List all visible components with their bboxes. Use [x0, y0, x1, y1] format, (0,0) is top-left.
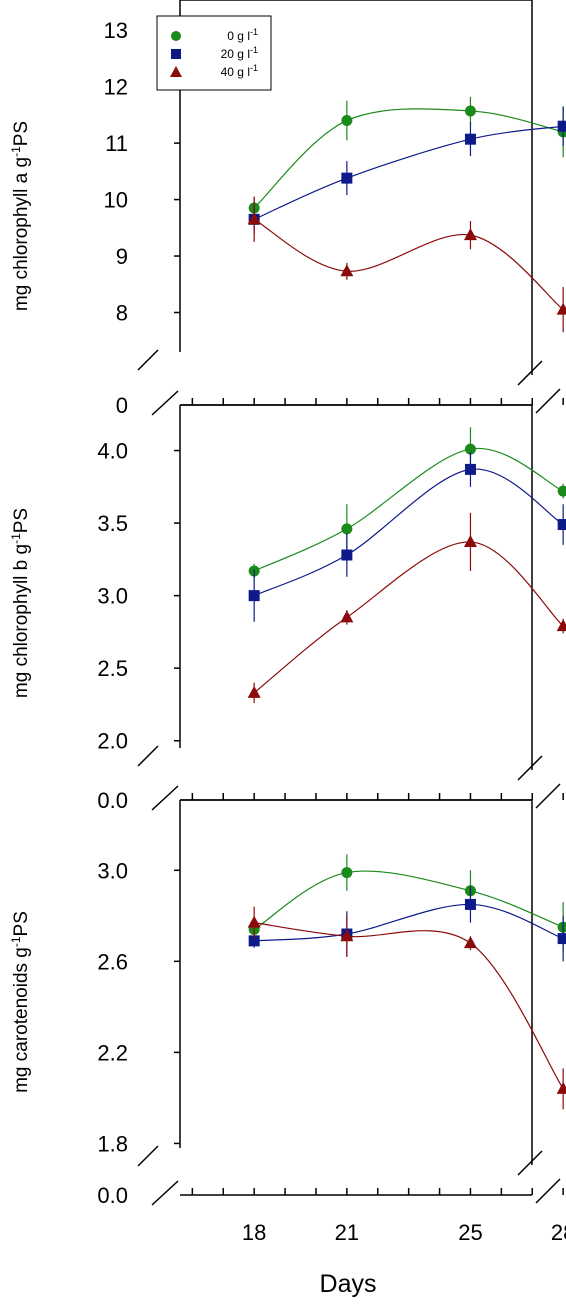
- axis-break-mark: [151, 390, 179, 416]
- series-line-s20: [253, 125, 564, 220]
- series-line-s20: [254, 903, 564, 942]
- data-point-triangle: [340, 610, 354, 623]
- y-tick-label: 2.0: [97, 729, 128, 754]
- legend-marker-triangle: [170, 66, 182, 77]
- data-point-square: [464, 133, 476, 145]
- data-point-circle: [341, 115, 353, 127]
- data-point-triangle: [247, 915, 261, 928]
- x-tick-label: 21: [335, 1220, 359, 1245]
- data-point-triangle: [340, 929, 354, 942]
- axis-break-mark: [535, 1178, 561, 1204]
- y-tick-label: 8: [116, 300, 128, 325]
- series-line-s40: [253, 541, 564, 694]
- legend-label: 40 g l-1: [221, 63, 258, 79]
- y-tick-label: 1.8: [97, 1131, 128, 1156]
- data-point-square: [557, 519, 566, 531]
- data-point-square: [341, 549, 353, 561]
- y-tick-label: 11: [105, 131, 128, 156]
- axis-break-mark: [137, 745, 159, 767]
- legend-label: 20 g l-1: [221, 45, 258, 61]
- data-point-square: [464, 898, 476, 910]
- data-point-triangle: [463, 228, 477, 241]
- series-line-s40: [254, 922, 564, 1090]
- y-zero-label: 0.0: [97, 788, 128, 813]
- y-axis-title: mg chlorophyll b g-1PS: [9, 508, 32, 698]
- data-point-triangle: [340, 264, 354, 277]
- legend-marker-circle: [171, 31, 181, 41]
- series-line-s0: [253, 447, 564, 572]
- series-line-s40: [253, 218, 564, 311]
- y-tick-label: 9: [116, 244, 128, 269]
- data-point-circle: [464, 105, 476, 117]
- panel-1: 8 9 10 11 12 13 0 mg chlorophyll a g-1PS: [9, 0, 566, 418]
- data-point-square: [341, 172, 353, 184]
- legend: 0 g l-1 20 g l-1 40 g l-1: [156, 15, 272, 91]
- y-axis-title: mg carotenoids g-1PS: [9, 911, 32, 1093]
- x-tick-label: 28: [551, 1220, 566, 1245]
- axis-break-mark: [137, 1145, 159, 1167]
- axis-break-mark: [151, 1180, 179, 1206]
- y-zero-label: 0.0: [97, 1183, 128, 1208]
- series-line-s20: [253, 468, 564, 597]
- series-line-s0: [253, 108, 564, 209]
- panel-3: 1.8 2.2 2.6 3.0 0.0 mg carotenoids g-1PS: [9, 799, 566, 1208]
- data-point-square: [248, 590, 260, 602]
- axis-break-mark: [535, 388, 561, 414]
- data-point-circle: [341, 867, 353, 879]
- y-tick-label: 3.0: [97, 584, 128, 609]
- x-tick-label: 18: [242, 1220, 266, 1245]
- y-axis-title: mg chlorophyll a g-1PS: [9, 121, 32, 311]
- y-tick-label: 13: [104, 18, 128, 43]
- data-point-triangle: [556, 302, 566, 315]
- axis-break-mark: [517, 755, 543, 781]
- axis-break-mark: [535, 783, 561, 809]
- axis-break-mark: [151, 785, 179, 811]
- data-point-circle: [557, 485, 566, 497]
- data-point-square: [248, 935, 260, 947]
- legend-label: 0 g l-1: [227, 27, 258, 43]
- y-tick-label: 3.5: [97, 511, 128, 536]
- data-point-triangle: [556, 619, 566, 632]
- data-point-circle: [557, 921, 566, 933]
- y-tick-label: 2.6: [97, 949, 128, 974]
- axis-break-mark: [517, 360, 543, 386]
- y-tick-label: 12: [104, 75, 128, 100]
- y-zero-label: 0: [116, 393, 128, 418]
- data-point-square: [464, 463, 476, 475]
- data-point-triangle: [463, 534, 477, 547]
- y-tick-label: 3.0: [97, 858, 128, 883]
- series-line-s0: [253, 870, 564, 930]
- legend-marker-square: [171, 49, 181, 59]
- data-point-triangle: [556, 1081, 566, 1094]
- axis-break-mark: [137, 349, 159, 371]
- y-tick-label: 4.0: [97, 439, 128, 464]
- y-tick-label: 10: [104, 188, 128, 213]
- data-point-circle: [464, 443, 476, 455]
- data-point-triangle: [463, 936, 477, 949]
- chart-panels: 8 9 10 11 12 13 0 mg chlorophyll a g-1PS 2.0 2.5 3…: [9, 0, 566, 1245]
- data-point-square: [557, 120, 566, 132]
- y-tick-label: 2.5: [97, 656, 128, 681]
- y-tick-label: 2.2: [97, 1040, 128, 1065]
- panel-2: 2.0 2.5 3.0 3.5 4.0 0.0 mg chlorophyll b g-1PS: [9, 404, 566, 813]
- data-point-circle: [341, 523, 353, 535]
- x-axis-title: Days: [320, 1270, 377, 1298]
- axis-break-mark: [517, 1150, 543, 1176]
- data-point-square: [557, 933, 566, 945]
- data-point-triangle: [247, 685, 261, 698]
- data-point-triangle: [247, 212, 261, 225]
- x-tick-label: 25: [458, 1220, 482, 1245]
